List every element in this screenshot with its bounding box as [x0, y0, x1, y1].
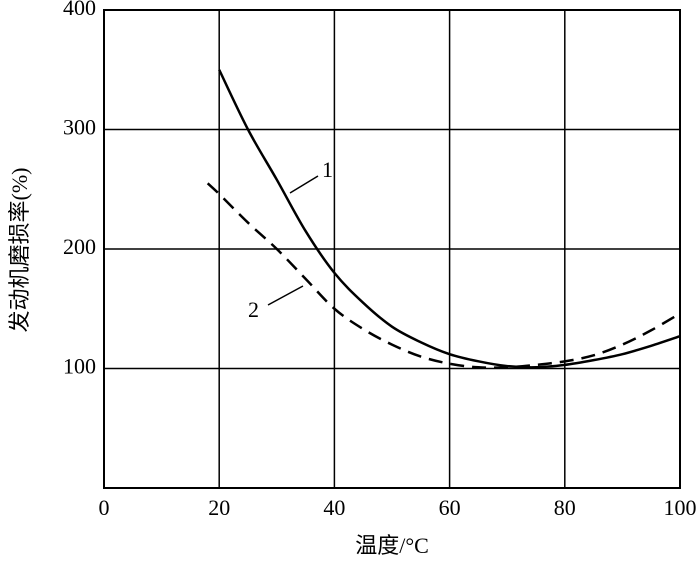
- x-tick-label: 60: [439, 495, 461, 520]
- y-tick-label: 400: [63, 0, 96, 20]
- y-tick-label: 100: [63, 354, 96, 379]
- x-tick-label: 100: [664, 495, 697, 520]
- x-tick-label: 40: [323, 495, 345, 520]
- data-line: [218, 69, 681, 369]
- series-label: 2: [248, 297, 259, 322]
- x-tick-label: 0: [99, 495, 110, 520]
- data-line: [206, 182, 681, 369]
- y-tick-label: 200: [63, 234, 96, 259]
- leader-line: [267, 285, 304, 306]
- series-label: 1: [322, 157, 333, 182]
- y-tick-label: 300: [63, 115, 96, 140]
- plot-frame: [103, 9, 681, 489]
- leader-line: [289, 175, 319, 194]
- x-tick-label: 80: [554, 495, 576, 520]
- x-tick-label: 20: [208, 495, 230, 520]
- x-axis-label: 温度/°C: [355, 533, 429, 558]
- y-axis-label: 发动机磨损率(%): [7, 168, 32, 333]
